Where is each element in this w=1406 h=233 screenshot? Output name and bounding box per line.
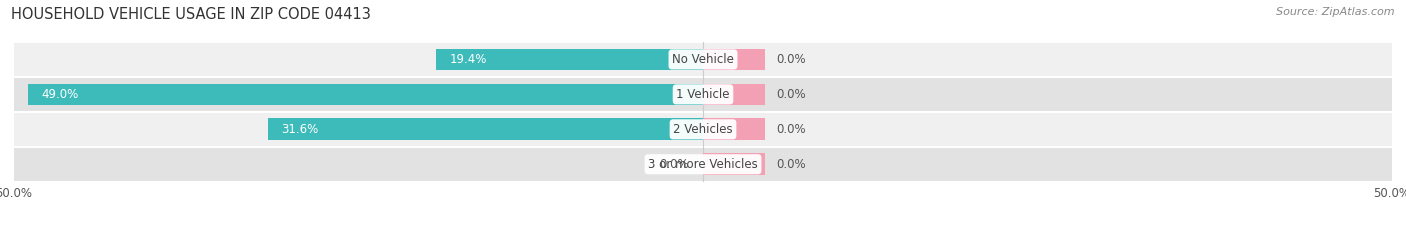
- Text: HOUSEHOLD VEHICLE USAGE IN ZIP CODE 04413: HOUSEHOLD VEHICLE USAGE IN ZIP CODE 0441…: [11, 7, 371, 22]
- Text: 0.0%: 0.0%: [776, 123, 806, 136]
- Text: 1 Vehicle: 1 Vehicle: [676, 88, 730, 101]
- Bar: [14, 77, 1392, 112]
- Text: 0.0%: 0.0%: [776, 53, 806, 66]
- Text: 0.0%: 0.0%: [659, 158, 689, 171]
- Bar: [14, 147, 1392, 182]
- Text: 3 or more Vehicles: 3 or more Vehicles: [648, 158, 758, 171]
- Bar: [703, 84, 765, 105]
- Text: No Vehicle: No Vehicle: [672, 53, 734, 66]
- Bar: [703, 49, 765, 70]
- Text: Source: ZipAtlas.com: Source: ZipAtlas.com: [1277, 7, 1395, 17]
- Bar: [703, 118, 765, 140]
- Text: 31.6%: 31.6%: [281, 123, 319, 136]
- Text: 2 Vehicles: 2 Vehicles: [673, 123, 733, 136]
- Text: 19.4%: 19.4%: [450, 53, 486, 66]
- Bar: [436, 49, 703, 70]
- Text: 0.0%: 0.0%: [776, 88, 806, 101]
- Bar: [14, 42, 1392, 77]
- Bar: [267, 118, 703, 140]
- Text: 0.0%: 0.0%: [776, 158, 806, 171]
- Bar: [28, 84, 703, 105]
- Bar: [14, 112, 1392, 147]
- Bar: [703, 154, 765, 175]
- Text: 49.0%: 49.0%: [42, 88, 79, 101]
